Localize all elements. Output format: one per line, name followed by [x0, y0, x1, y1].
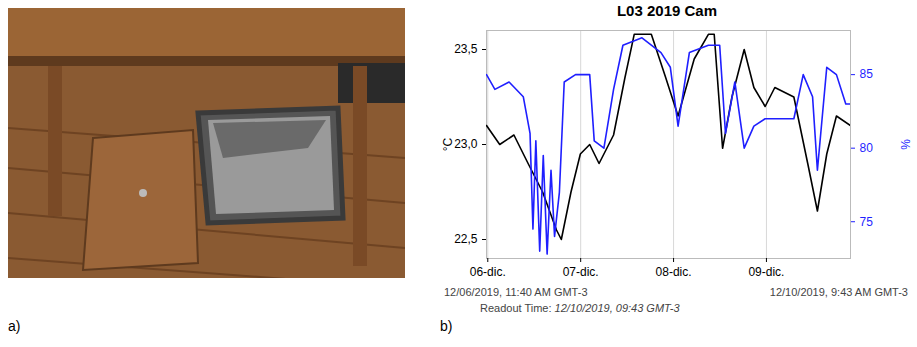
html-text:a): a)	[8, 318, 21, 334]
svg-text:22,5: 22,5	[454, 232, 478, 246]
html-text:12/10/2019, 9:43 AM GMT-3: 12/10/2019, 9:43 AM GMT-3	[769, 286, 908, 298]
html-text:Readout Time: 12/10/2019, 09:4: Readout Time: 12/10/2019, 09:43 GMT-3	[480, 302, 680, 314]
svg-text:75: 75	[860, 215, 874, 229]
svg-text:°C: °C	[441, 137, 455, 151]
svg-text:23,0: 23,0	[454, 137, 478, 151]
html-text:L03 2019 Cam: L03 2019 Cam	[617, 2, 717, 19]
html-text:12/06/2019, 11:40 AM GMT-3: 12/06/2019, 11:40 AM GMT-3	[444, 286, 588, 298]
svg-text:06-dic.: 06-dic.	[470, 265, 506, 279]
svg-text:80: 80	[860, 141, 874, 155]
svg-text:23,5: 23,5	[454, 42, 478, 56]
svg-text:09-dic.: 09-dic.	[748, 265, 784, 279]
svg-text:08-dic.: 08-dic.	[656, 265, 692, 279]
html-text:b): b)	[440, 318, 453, 334]
svg-text:%: %	[899, 139, 913, 150]
svg-text:07-dic.: 07-dic.	[563, 265, 599, 279]
svg-text:85: 85	[860, 67, 874, 81]
